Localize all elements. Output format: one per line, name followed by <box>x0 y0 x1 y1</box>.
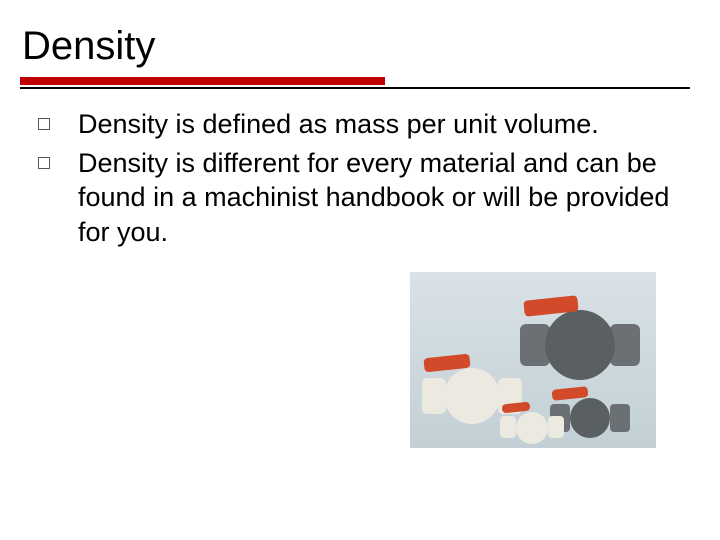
bullet-text: Density is defined as mass per unit volu… <box>78 107 599 142</box>
title-underline-red <box>20 77 385 85</box>
content-area: Density is defined as mass per unit volu… <box>20 107 690 249</box>
slide: Density Density is defined as mass per u… <box>0 0 720 540</box>
bullet-square-icon <box>38 118 50 130</box>
bullet-square-icon <box>38 157 50 169</box>
valves-image <box>410 272 656 448</box>
slide-title: Density <box>20 24 690 69</box>
bullet-item: Density is defined as mass per unit volu… <box>38 107 690 142</box>
valve-large-gray <box>520 292 640 382</box>
bullet-item: Density is different for every material … <box>38 146 690 250</box>
valve-group <box>410 272 656 448</box>
valve-small-white <box>500 400 564 446</box>
title-underline-black <box>20 87 690 89</box>
bullet-text: Density is different for every material … <box>78 146 678 250</box>
